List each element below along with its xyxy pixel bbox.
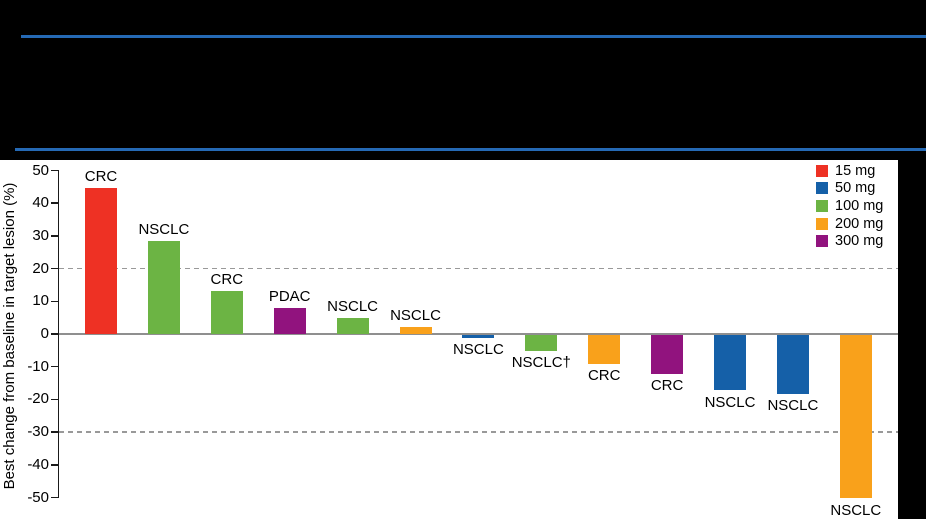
- legend-label: 200 mg: [835, 215, 884, 232]
- chart-bar: [85, 188, 117, 334]
- chart-bar: [147, 240, 180, 334]
- legend-label: 300 mg: [835, 233, 884, 250]
- header-accent-line-top: [21, 35, 926, 38]
- y-tick-label: 0: [40, 325, 49, 342]
- bar-tumor-label: CRC: [587, 367, 621, 385]
- bar-tumor-label: NSCLC: [830, 501, 882, 519]
- chart-bar: [776, 334, 809, 394]
- y-tick-mark: [51, 398, 59, 401]
- legend-row: 100 mg: [816, 197, 883, 215]
- chart-bar: [588, 334, 621, 365]
- bar-tumor-label: NSCLC: [138, 220, 190, 238]
- bar-tumor-label: CRC: [84, 168, 118, 186]
- y-tick-label: -10: [27, 357, 49, 375]
- chart-plot-panel: Best change from baseline in target lesi…: [0, 160, 898, 519]
- y-tick-mark: [51, 431, 59, 433]
- legend-swatch: [816, 217, 828, 230]
- bar-tumor-label: CRC: [210, 271, 244, 289]
- legend-label: 15 mg: [835, 162, 876, 179]
- bar-tumor-label: NSCLC: [390, 307, 441, 325]
- y-tick-mark: [51, 169, 59, 172]
- chart-bar: [210, 291, 243, 334]
- legend-row: 50 mg: [816, 180, 883, 198]
- chart-bar: [399, 327, 432, 334]
- header-accent-line-bottom: [15, 148, 926, 151]
- dashed-reference-line: [59, 431, 898, 433]
- y-tick-label: 20: [32, 259, 49, 277]
- y-tick-mark: [51, 300, 59, 303]
- y-tick-mark: [51, 235, 59, 237]
- y-tick-mark: [51, 496, 59, 499]
- y-tick-mark: [51, 202, 59, 204]
- zero-baseline: [59, 333, 898, 335]
- y-tick-label: 30: [32, 226, 49, 244]
- y-tick-mark: [51, 464, 59, 466]
- y-tick-label: -20: [27, 390, 49, 408]
- chart-bar: [714, 334, 746, 391]
- legend-swatch: [816, 235, 828, 248]
- y-tick-mark: [51, 333, 59, 335]
- legend-row: 200 mg: [816, 215, 883, 233]
- y-tick-label: -50: [27, 488, 49, 506]
- dashed-reference-line: [59, 267, 898, 270]
- dose-legend: 15 mg 50 mg 100 mg 200 mg 300 mg: [816, 162, 883, 250]
- chart-bar: [462, 334, 495, 339]
- legend-swatch: [816, 164, 828, 177]
- legend-swatch: [816, 199, 828, 212]
- y-tick-mark: [51, 365, 59, 368]
- y-tick-label: 40: [32, 194, 49, 212]
- bar-tumor-label: NSCLC: [704, 393, 756, 411]
- y-tick-label: -30: [27, 423, 49, 441]
- bar-tumor-label: NSCLC: [452, 341, 504, 359]
- legend-row: 300 mg: [816, 232, 883, 250]
- y-tick-label: 10: [32, 292, 49, 310]
- bar-tumor-label: NSCLC†: [511, 354, 571, 372]
- chart-bar: [839, 334, 872, 499]
- chart-bar: [651, 334, 684, 375]
- y-tick-mark: [51, 267, 59, 270]
- chart-bar: [336, 317, 369, 334]
- y-tick-label: -40: [27, 455, 49, 473]
- chart-bar: [525, 334, 558, 352]
- bar-tumor-label: NSCLC: [767, 396, 819, 414]
- bar-tumor-label: PDAC: [268, 287, 311, 305]
- legend-swatch: [816, 182, 828, 195]
- legend-row: 15 mg: [816, 162, 883, 180]
- bar-tumor-label: CRC: [650, 377, 684, 395]
- bar-tumor-label: NSCLC: [327, 297, 379, 315]
- y-tick-label: 50: [32, 161, 49, 179]
- chart-bar: [273, 307, 306, 334]
- legend-label: 100 mg: [835, 197, 884, 214]
- legend-label: 50 mg: [835, 180, 876, 197]
